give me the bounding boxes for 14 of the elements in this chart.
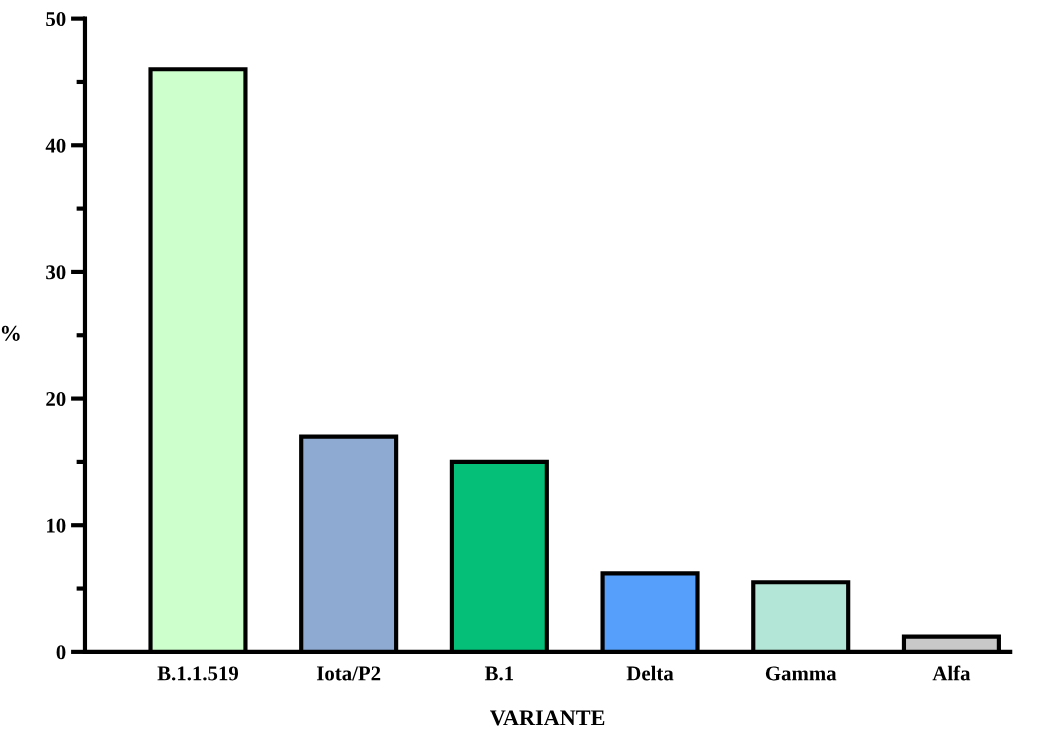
x-axis-title: VARIANTE	[489, 710, 605, 726]
x-tick-label: B.1.1.519	[157, 666, 239, 681]
y-tick-label: 40	[45, 138, 66, 153]
y-axis-title: %	[1, 325, 20, 341]
x-tick-label: Alfa	[932, 665, 971, 681]
y-tick-label: 50	[46, 12, 66, 27]
x-tick-label: Iota/P2	[316, 666, 381, 681]
y-tick-label: 10	[47, 518, 66, 533]
x-tick-label: B.1	[484, 666, 514, 681]
y-tick-label: 20	[46, 391, 66, 407]
x-tick-label: Delta	[626, 665, 674, 681]
y-tick-label: 30	[46, 265, 66, 280]
x-tick-label: Gamma	[765, 666, 837, 681]
y-tick-label: 0	[56, 645, 66, 660]
